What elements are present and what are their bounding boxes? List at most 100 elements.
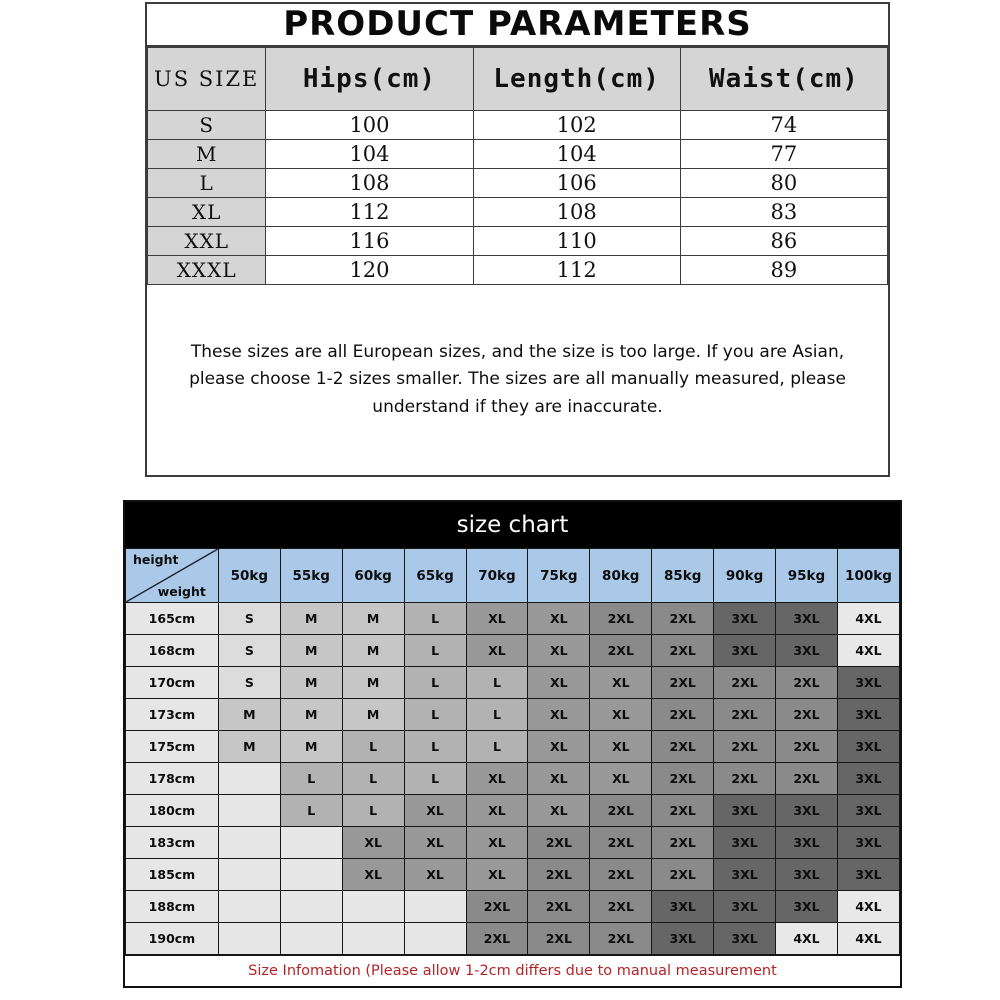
size-chart-row: 190cm 2XL 2XL 2XL 3XL 3XL 4XL 4XL <box>125 922 901 955</box>
length-value-cell: 112 <box>472 255 681 285</box>
size-value-cell: 3XL <box>775 634 838 667</box>
height-label-cell: 170cm <box>125 666 219 699</box>
diagonal-divider-line <box>126 549 218 602</box>
product-parameters-head: US SIZE Hips(cm) Length(cm) Waist(cm) <box>146 47 889 111</box>
length-value-cell: 108 <box>472 197 681 227</box>
column-header-us-size: US SIZE <box>146 47 267 111</box>
column-header-length: Length(cm) <box>472 47 681 111</box>
corner-label-weight: weight <box>157 584 206 599</box>
us-size-cell: S <box>146 110 267 140</box>
size-value-cell: XL <box>403 826 467 859</box>
hips-value-cell: 104 <box>265 139 474 169</box>
length-value-cell: 104 <box>472 139 681 169</box>
size-value-cell: L <box>403 602 467 635</box>
size-value-cell: XL <box>465 634 529 667</box>
size-value-cell: 3XL <box>836 698 901 731</box>
size-value-cell: 2XL <box>589 826 653 859</box>
weight-header-cell: 80kg <box>589 548 653 603</box>
waist-value-cell: 83 <box>679 197 889 227</box>
height-label-cell: 165cm <box>125 602 219 635</box>
size-value-cell: M <box>217 698 281 731</box>
size-value-cell: 2XL <box>589 602 653 635</box>
size-value-cell: 2XL <box>713 698 777 731</box>
size-chart-header-row: height weight 50kg 55kg 60kg 65kg 70kg 75kg 80… <box>125 548 901 603</box>
us-size-cell: L <box>146 168 267 198</box>
size-value-cell: 4XL <box>775 922 838 955</box>
size-value-cell: 3XL <box>713 602 777 635</box>
length-value-cell: 102 <box>472 110 681 140</box>
size-value-cell: 2XL <box>589 922 653 955</box>
size-value-cell: XL <box>465 826 529 859</box>
size-value-cell: L <box>279 794 343 827</box>
weight-header-cell: 50kg <box>217 548 281 603</box>
us-size-cell: XXL <box>146 226 267 256</box>
size-value-cell <box>341 890 405 923</box>
size-value-cell: 2XL <box>775 698 838 731</box>
weight-header-cell: 75kg <box>527 548 591 603</box>
size-value-cell: 2XL <box>651 762 715 795</box>
size-value-cell: XL <box>341 826 405 859</box>
size-value-cell <box>279 858 343 891</box>
product-size-row: S 100 102 74 <box>146 110 889 140</box>
size-value-cell: L <box>465 730 529 763</box>
weight-header-cell: 85kg <box>651 548 715 603</box>
size-value-cell: M <box>279 666 343 699</box>
size-value-cell: 3XL <box>651 922 715 955</box>
size-value-cell <box>403 922 467 955</box>
size-value-cell: 3XL <box>836 858 901 891</box>
size-value-cell: 3XL <box>836 730 901 763</box>
size-value-cell: 3XL <box>713 922 777 955</box>
size-value-cell: 2XL <box>527 890 591 923</box>
size-value-cell: 3XL <box>836 666 901 699</box>
size-value-cell: M <box>279 698 343 731</box>
column-header-hips: Hips(cm) <box>265 47 474 111</box>
weight-header-cell: 100kg <box>836 548 901 603</box>
product-parameters-header-row: US SIZE Hips(cm) Length(cm) Waist(cm) <box>146 47 889 111</box>
size-value-cell: XL <box>527 602 591 635</box>
us-size-cell: M <box>146 139 267 169</box>
size-value-cell: 2XL <box>465 922 529 955</box>
product-parameters-body: S 100 102 74 M 104 104 77 L 108 106 80 XL 112 108 83 XXL… <box>146 110 889 285</box>
size-value-cell: XL <box>527 634 591 667</box>
size-chart-body: 165cm S M M L XL XL 2XL 2XL 3XL 3XL 4XL 168cm S M M L XL X… <box>125 602 901 955</box>
length-value-cell: 106 <box>472 168 681 198</box>
size-note-text: These sizes are all European sizes, and … <box>189 341 846 417</box>
size-value-cell <box>217 794 281 827</box>
waist-value-cell: 77 <box>679 139 889 169</box>
size-value-cell: L <box>403 666 467 699</box>
size-chart-section: size chart height weight 50kg 55kg 60kg 65k… <box>123 500 902 988</box>
waist-value-cell: 89 <box>679 255 889 285</box>
size-value-cell: 2XL <box>589 794 653 827</box>
size-value-cell: XL <box>403 794 467 827</box>
size-chart-table: height weight 50kg 55kg 60kg 65kg 70kg 75kg 80… <box>125 548 901 955</box>
size-value-cell: M <box>341 634 405 667</box>
size-value-cell: 3XL <box>775 858 838 891</box>
size-chart-row: 175cm M M L L L XL XL 2XL 2XL 2XL 3XL <box>125 730 901 763</box>
size-chart-row: 173cm M M M L L XL XL 2XL 2XL 2XL 3XL <box>125 698 901 731</box>
product-size-row: M 104 104 77 <box>146 139 889 169</box>
weight-header-cell: 90kg <box>713 548 777 603</box>
size-value-cell: L <box>403 730 467 763</box>
size-value-cell: 4XL <box>836 890 901 923</box>
size-chart-footer-note: Size Infomation (Please allow 1-2cm diff… <box>125 955 900 986</box>
size-value-cell: S <box>217 602 281 635</box>
size-value-cell: 2XL <box>713 762 777 795</box>
size-value-cell: 2XL <box>651 858 715 891</box>
size-chart-row: 168cm S M M L XL XL 2XL 2XL 3XL 3XL 4XL <box>125 634 901 667</box>
size-value-cell: 3XL <box>836 826 901 859</box>
size-value-cell: L <box>403 698 467 731</box>
product-size-row: L 108 106 80 <box>146 168 889 198</box>
waist-value-cell: 86 <box>679 226 889 256</box>
size-value-cell: M <box>279 634 343 667</box>
corner-label-height: height <box>133 552 179 567</box>
size-value-cell: 2XL <box>775 762 838 795</box>
size-value-cell: XL <box>589 698 653 731</box>
size-value-cell: XL <box>527 730 591 763</box>
size-value-cell: 4XL <box>836 922 901 955</box>
size-value-cell: M <box>279 602 343 635</box>
size-value-cell: M <box>217 730 281 763</box>
weight-header-cell: 55kg <box>279 548 343 603</box>
size-value-cell: XL <box>589 730 653 763</box>
size-value-cell: L <box>403 634 467 667</box>
size-value-cell: 3XL <box>651 890 715 923</box>
